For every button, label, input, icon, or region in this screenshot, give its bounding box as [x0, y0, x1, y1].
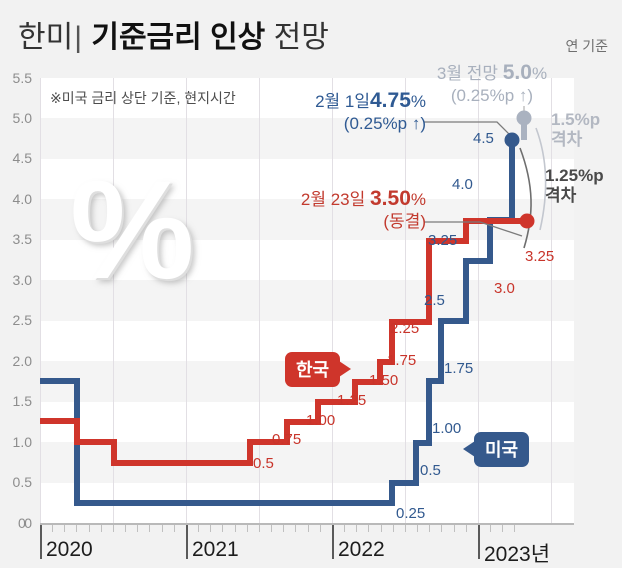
- gap-current-label: 격차: [545, 186, 577, 206]
- label-us-45: 4.5: [473, 130, 494, 147]
- y-tick-25: 2.5: [12, 312, 32, 328]
- y-tick-35: 3.5: [12, 231, 32, 247]
- y-tick-15: 1.5: [12, 393, 32, 409]
- gap-current: 1.25%p 격차: [545, 166, 604, 207]
- x-axis-ticks: [40, 525, 574, 559]
- label-kr-325: 3.25: [525, 248, 555, 265]
- callout-kr-date: 2월 23일: [300, 190, 366, 209]
- label-kr-100: 1.00: [306, 412, 336, 429]
- y-tick-10: 1.0: [12, 434, 32, 450]
- callout-kr-change: (동결): [383, 211, 426, 231]
- callout-fc-value: 5.0: [502, 61, 532, 84]
- label-us-175: 1.75: [444, 360, 474, 377]
- title-prefix: 한미: [18, 21, 74, 54]
- page-title: 한미| 기준금리 인상 전망: [18, 12, 329, 56]
- percent-watermark: %: [70, 151, 195, 308]
- callout-kr-value: 3.50: [370, 187, 411, 210]
- title-emphasis: 기준금리 인상: [91, 21, 266, 54]
- legend-badge-us[interactable]: 미국: [463, 432, 530, 467]
- callout-fc-pct: %: [531, 64, 548, 83]
- y-axis: 0 0.5 1.0 1.5 2.0 2.5 3.0 3.5 4.0 4.5 5.…: [0, 70, 36, 531]
- callout-us-forecast: 3월 전망 5.0% (0.25%p ↑): [424, 60, 560, 106]
- x-label-2021: 2021: [192, 538, 239, 561]
- y-tick-55: 5.5: [12, 70, 32, 86]
- label-kr-225: 2.25: [390, 320, 420, 337]
- unit-note: 연 기준: [565, 38, 608, 54]
- header: 한미| 기준금리 인상 전망 연 기준: [0, 0, 622, 62]
- callout-us-latest: 2월 1일4.75% (0.25%p ↑): [298, 88, 426, 134]
- label-kr-30: 3.0: [494, 280, 515, 297]
- label-kr-150: 1.50: [369, 372, 399, 389]
- y-tick-50: 5.0: [12, 110, 32, 126]
- title-suffix: 전망: [273, 21, 329, 54]
- x-label-2022: 2022: [338, 538, 385, 561]
- y-tick-05: 0.5: [12, 474, 32, 490]
- gap-forecast-label: 격차: [551, 130, 583, 150]
- label-kr-05: 0.5: [253, 455, 274, 472]
- y-tick-30: 3.0: [12, 272, 32, 288]
- x-axis-line: [40, 523, 574, 525]
- label-us-40: 4.0: [452, 176, 473, 193]
- x-axis-labels: 2020 2021 2022 2023년: [0, 530, 622, 566]
- x-label-2020: 2020: [46, 538, 93, 561]
- legend-badge-korea[interactable]: 한국: [285, 352, 352, 387]
- label-us-05: 0.5: [420, 462, 441, 479]
- y-tick-40: 4.0: [12, 191, 32, 207]
- y-tick-20: 2.0: [12, 353, 32, 369]
- label-us-100: 1.00: [432, 420, 462, 437]
- callout-us-pct: %: [410, 92, 426, 111]
- badge-tail-korea: [339, 361, 352, 377]
- callout-fc-date: 3월 전망: [436, 64, 499, 83]
- label-us-25: 2.5: [424, 292, 445, 309]
- callout-fc-change: (0.25%p ↑): [450, 85, 534, 105]
- label-kr-075: 0.75: [272, 431, 302, 448]
- gap-forecast-value: 1.5%p: [551, 110, 601, 129]
- label-us-025: 0.25: [396, 505, 426, 522]
- x-label-2023: 2023년: [484, 543, 551, 566]
- callout-kr-latest: 2월 23일 3.50% (동결): [258, 186, 426, 232]
- gap-forecast: 1.5%p 격차: [551, 110, 600, 151]
- label-kr-175: 1.75: [387, 352, 417, 369]
- y-axis-zero: 0: [18, 515, 26, 531]
- y-tick-45: 4.5: [12, 150, 32, 166]
- legend-badge-korea-label: 한국: [296, 360, 330, 380]
- callout-us-date: 2월 1일: [315, 92, 370, 111]
- callout-us-change: (0.25%p ↑): [343, 113, 426, 133]
- title-separator: |: [74, 21, 82, 54]
- label-kr-125: 1.25: [337, 392, 367, 409]
- label-us-325: 3.25: [428, 232, 458, 249]
- gap-current-value: 1.25%p: [545, 166, 604, 185]
- callout-kr-pct: %: [410, 190, 426, 209]
- y-tick-0: 0: [24, 515, 32, 531]
- badge-tail-us: [463, 441, 475, 457]
- legend-badge-us-label: 미국: [485, 440, 519, 460]
- footnote: ※미국 금리 상단 기준, 현지시간: [50, 90, 236, 106]
- callout-us-value: 4.75: [370, 89, 411, 112]
